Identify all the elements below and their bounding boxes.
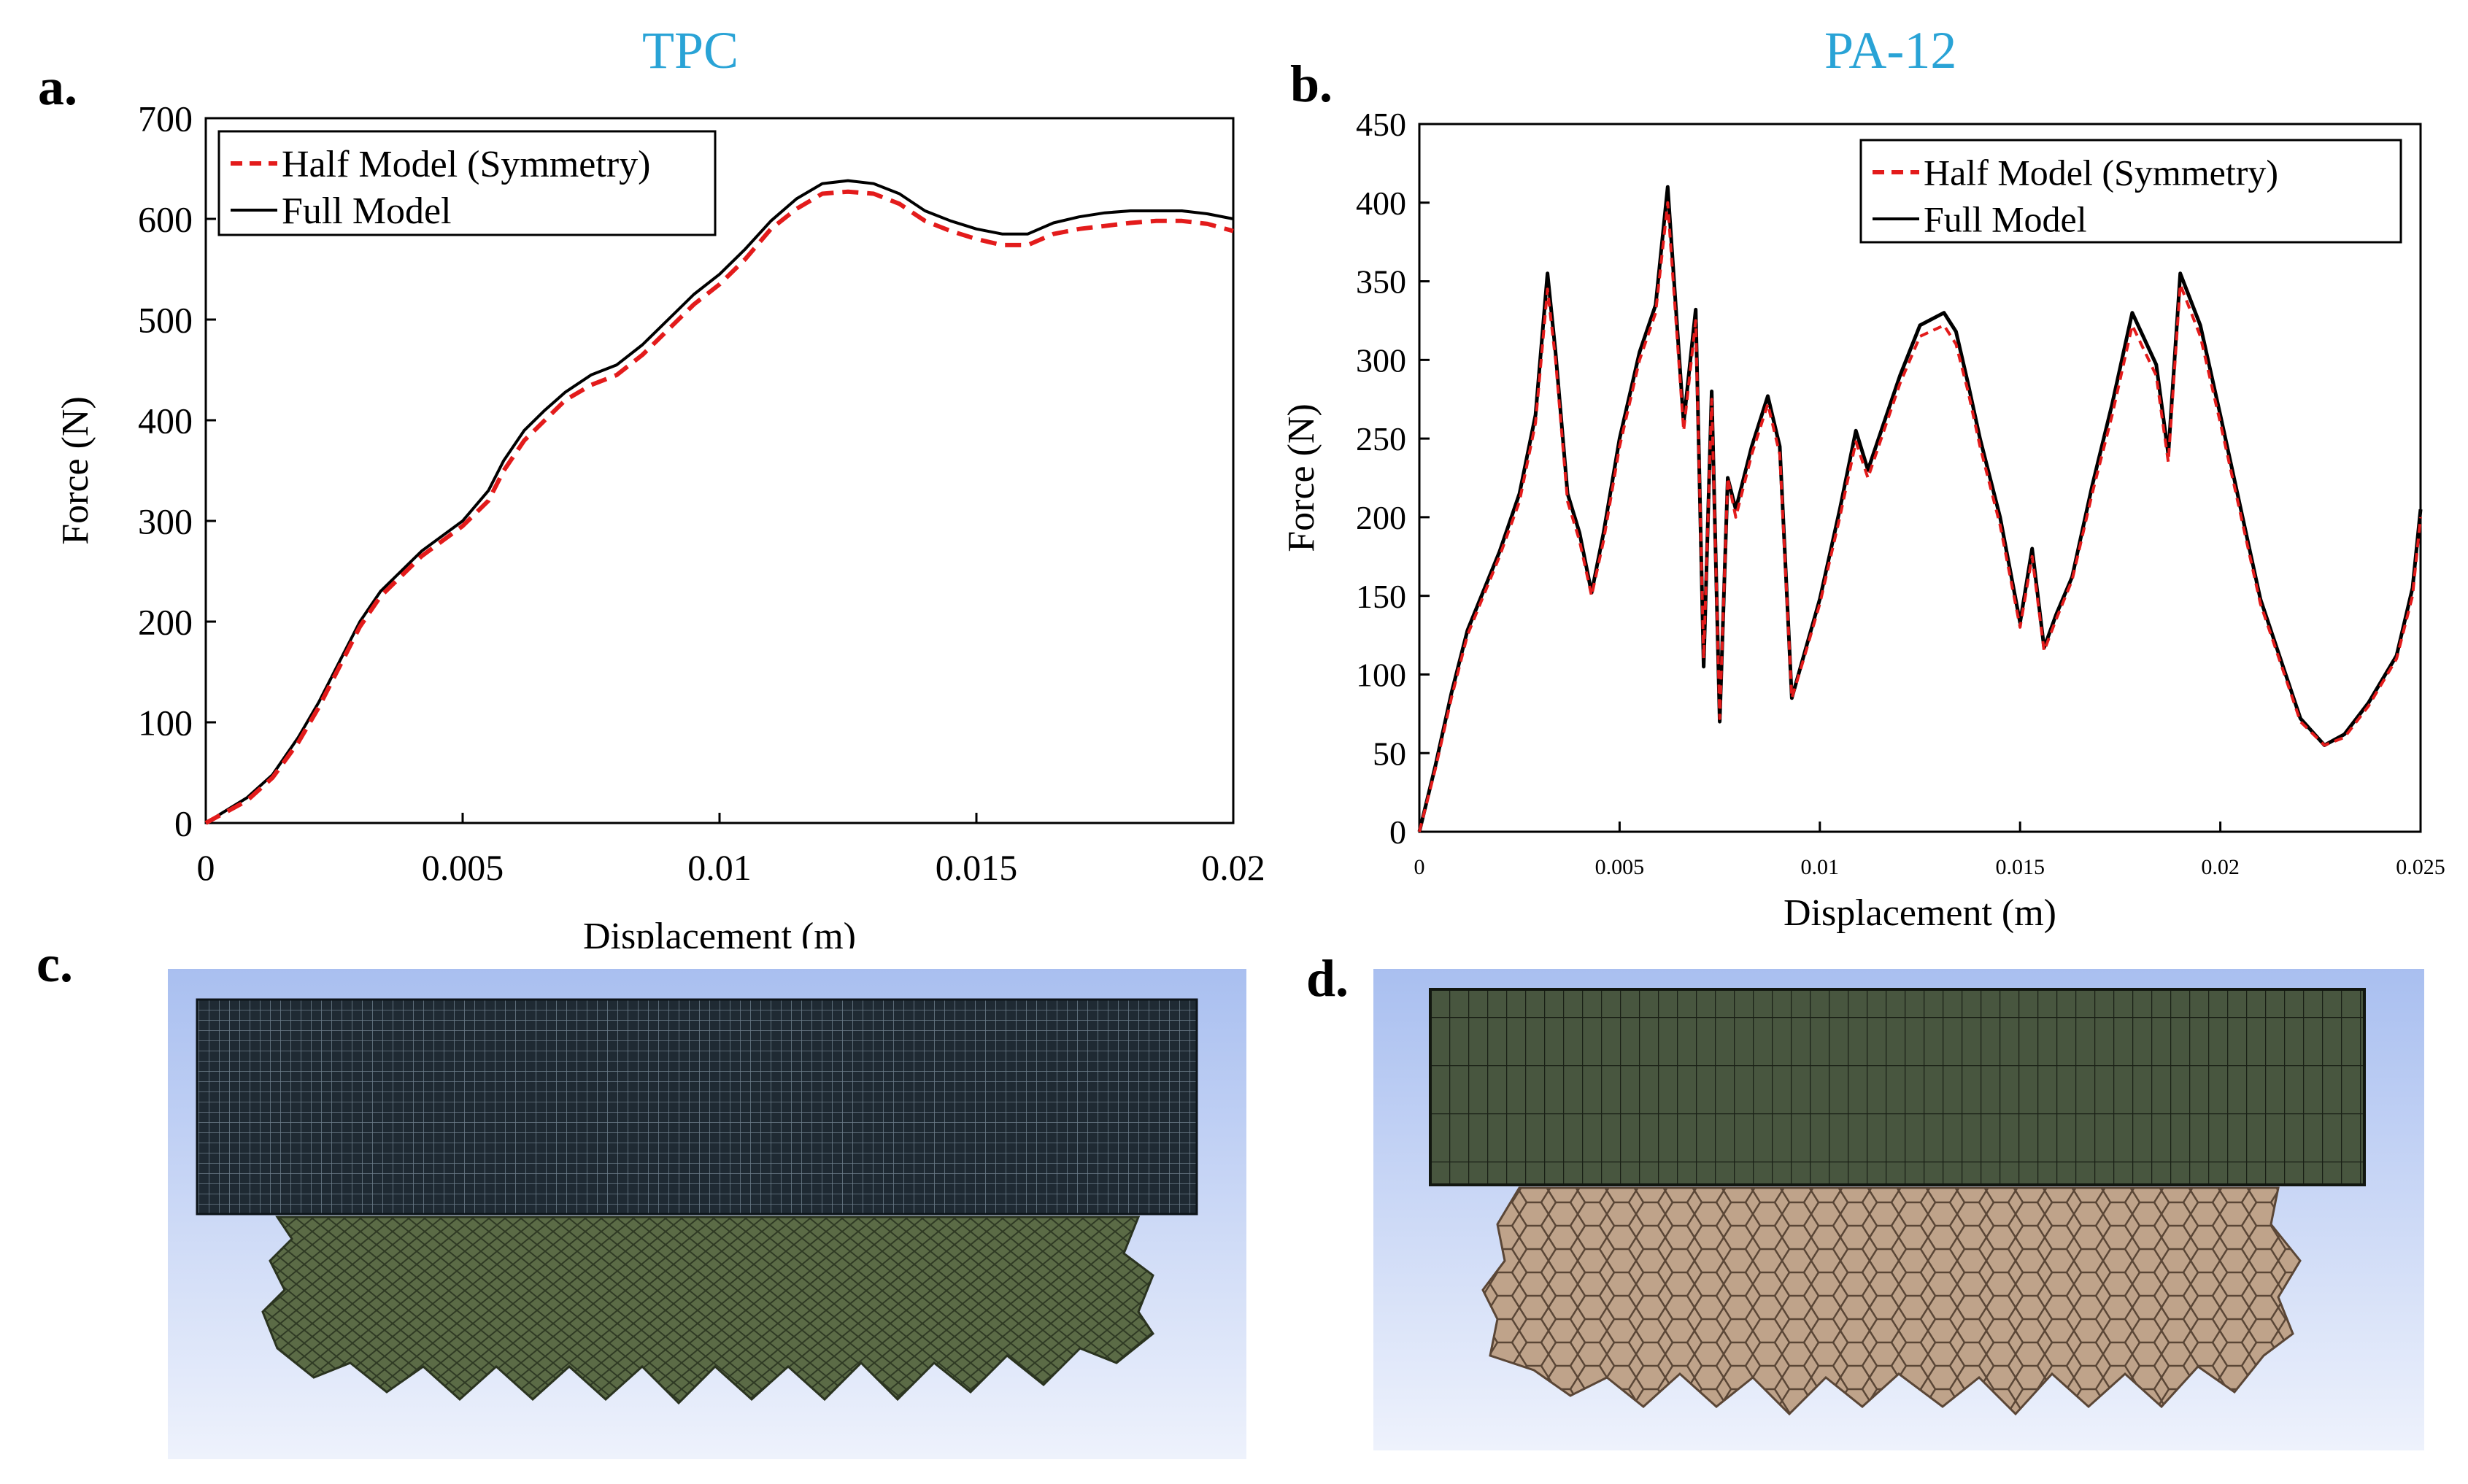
y-tick-label: 200 xyxy=(1356,499,1406,536)
y-tick-label: 100 xyxy=(138,703,193,743)
pa12-platen xyxy=(1429,988,2366,1186)
series-half-model-line xyxy=(204,189,1234,825)
y-axis-label: Force (N) xyxy=(1281,403,1322,552)
tpc-lattice xyxy=(261,1216,1155,1405)
x-tick-label: 0.005 xyxy=(422,847,504,888)
legend-box xyxy=(217,130,717,236)
x-tick-label: 0.015 xyxy=(936,847,1018,888)
panel-letter-a: a. xyxy=(38,58,77,116)
y-tick-label: 250 xyxy=(1356,420,1406,457)
y-tick-label: 150 xyxy=(1356,578,1406,615)
y-tick-label: 200 xyxy=(138,602,193,643)
legend-box xyxy=(1859,139,2402,244)
chart-a-title: TPC xyxy=(642,21,739,80)
x-tick-label: 0 xyxy=(1414,855,1425,879)
y-tick-label: 0 xyxy=(1389,814,1406,851)
y-tick-label: 100 xyxy=(1356,657,1406,694)
y-tick-label: 700 xyxy=(138,98,193,139)
y-tick-label: 450 xyxy=(1356,106,1406,143)
x-tick-label: 0.02 xyxy=(2201,855,2240,879)
x-tick-label: 0.01 xyxy=(687,847,752,888)
y-tick-label: 350 xyxy=(1356,263,1406,301)
y-tick-label: 300 xyxy=(138,501,193,542)
series-half-model-line xyxy=(1418,201,2422,832)
y-tick-label: 400 xyxy=(1356,185,1406,222)
x-axis-label: Displacement (m) xyxy=(1783,892,2056,934)
tpc-platen xyxy=(196,998,1198,1216)
y-tick-label: 50 xyxy=(1373,735,1406,772)
x-tick-label: 0.025 xyxy=(2396,855,2445,879)
y-tick-label: 300 xyxy=(1356,341,1406,379)
legend-half-model-label: Half Model (Symmetry) xyxy=(1924,152,2278,193)
sim-panel-c xyxy=(168,969,1246,1459)
tpc-simulation-image xyxy=(168,969,1246,1459)
y-tick-label: 0 xyxy=(174,803,193,844)
chart-b-title: PA-12 xyxy=(1824,21,1957,80)
panel-letter-b: b. xyxy=(1290,55,1333,113)
sim-panel-d xyxy=(1373,969,2424,1450)
x-tick-label: 0.015 xyxy=(1995,855,2045,879)
x-tick-label: 0.02 xyxy=(1201,847,1265,888)
chart-a: 0 100 200 300 400 500 600 700 0 0.005 0.01 0.015 0.0… xyxy=(55,98,1265,949)
x-axis-label: Displacement (m) xyxy=(583,916,856,948)
x-tick-label: 0.005 xyxy=(1595,855,1645,879)
legend-half-model-label: Half Model (Symmetry) xyxy=(282,144,650,185)
pa12-simulation-image xyxy=(1373,969,2424,1450)
y-tick-label: 400 xyxy=(138,401,193,441)
series-full-model-line xyxy=(204,179,1234,824)
legend-full-model-label: Full Model xyxy=(282,190,452,232)
x-tick-label: 0.01 xyxy=(1801,855,1840,879)
pa12-lattice xyxy=(1481,1186,2302,1416)
panel-letter-d: d. xyxy=(1306,949,1349,1008)
y-tick-label: 500 xyxy=(138,300,193,341)
legend-full-model-label: Full Model xyxy=(1924,199,2087,240)
panel-letter-c: c. xyxy=(36,935,73,993)
chart-b: 0 50 100 150 200 250 300 350 400 450 0 0.005 0.01 0.0… xyxy=(1281,106,2445,934)
x-tick-label: 0 xyxy=(197,847,215,888)
y-axis-label: Force (N) xyxy=(55,396,96,545)
y-tick-label: 600 xyxy=(138,199,193,240)
plot-frame xyxy=(1418,123,2422,833)
